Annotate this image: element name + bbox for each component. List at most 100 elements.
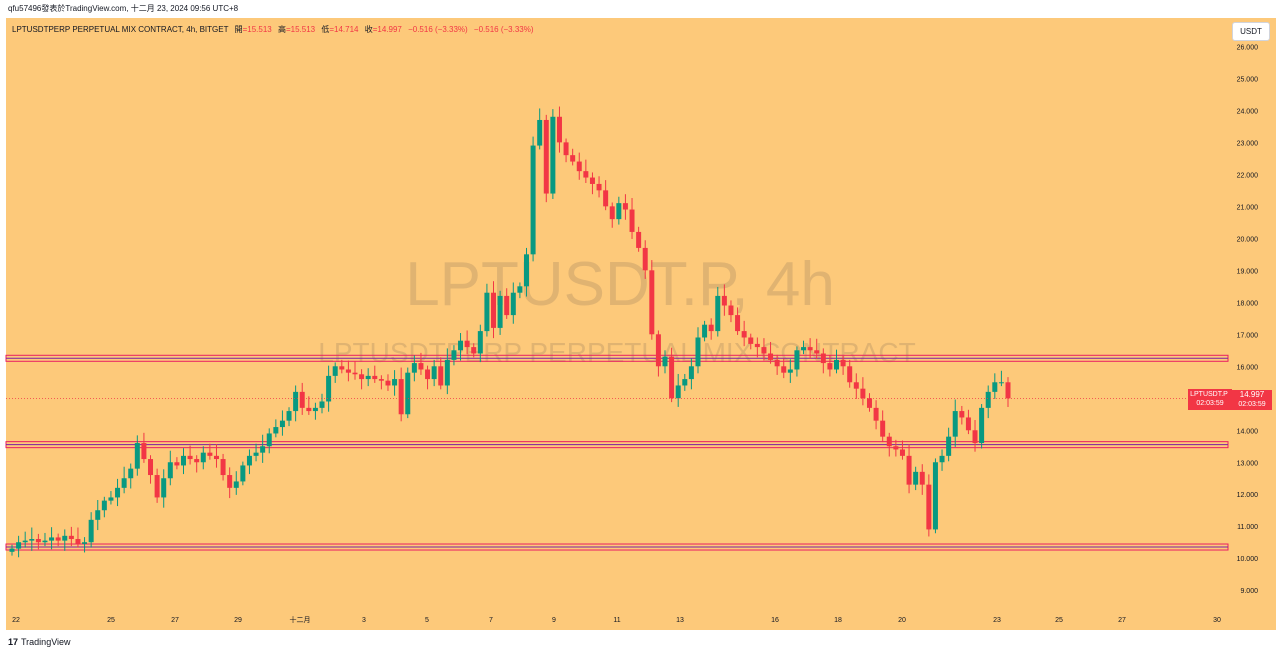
candle-body — [378, 379, 384, 381]
tradingview-logo[interactable]: 17 TradingView — [8, 637, 71, 647]
candle-body — [200, 452, 206, 463]
candle-body — [207, 452, 213, 456]
candle-body — [834, 359, 840, 370]
candle-body — [926, 484, 932, 530]
price-tick-label: 22.000 — [1237, 172, 1259, 179]
price-tick-label: 11.000 — [1237, 524, 1258, 531]
candle-body — [431, 366, 437, 380]
candle-body — [411, 363, 417, 373]
candle-body — [273, 427, 279, 434]
price-tick-label: 25.000 — [1237, 76, 1259, 83]
last-price-axis-value: 14.997 — [1232, 390, 1272, 400]
candle-body — [965, 417, 971, 431]
time-tick-label: 13 — [676, 617, 684, 624]
candle-body — [167, 462, 173, 479]
candle-body — [939, 455, 945, 463]
candle-body — [372, 375, 378, 380]
candle-body — [279, 420, 285, 428]
candle-body — [213, 455, 219, 460]
candle-body — [154, 475, 160, 498]
candle-body — [510, 292, 516, 316]
price-tick-label: 9.000 — [1240, 588, 1258, 595]
candle-body — [148, 459, 154, 476]
candle-body — [339, 366, 345, 370]
chart-pane[interactable] — [6, 18, 1228, 610]
price-tick-label: 16.000 — [1237, 364, 1259, 371]
candle-body — [352, 372, 358, 375]
price-tick-label: 17.000 — [1237, 332, 1259, 339]
time-axis[interactable] — [6, 610, 1276, 630]
time-tick-label: 22 — [12, 617, 20, 624]
candle-body — [319, 401, 325, 408]
candle-body — [477, 331, 483, 354]
candle-body — [523, 254, 529, 287]
candle-body — [16, 542, 22, 549]
candle-body — [55, 537, 61, 541]
time-tick-label: 5 — [425, 617, 429, 624]
candle-body — [959, 411, 965, 418]
candle-body — [847, 366, 853, 383]
currency-button[interactable]: USDT — [1232, 22, 1270, 41]
candle-body — [919, 471, 925, 485]
candle-body — [240, 465, 246, 482]
candle-body — [306, 407, 312, 412]
candle-body — [807, 347, 813, 351]
last-price-symbol: LPTUSDT.P — [1188, 390, 1230, 400]
candle-body — [728, 305, 734, 316]
candle-body — [293, 391, 299, 412]
candle-body — [814, 350, 820, 354]
price-tick-label: 23.000 — [1237, 140, 1259, 147]
candle-body — [721, 295, 727, 306]
candle-body — [286, 411, 292, 421]
candle-body — [972, 430, 978, 444]
candle-body — [827, 363, 833, 370]
price-tick-label: 19.000 — [1237, 268, 1259, 275]
candle-body — [985, 391, 991, 408]
chart-legend: LPTUSDTPERP PERPETUAL MIX CONTRACT, 4h, … — [12, 24, 534, 35]
time-tick-label: 30 — [1213, 617, 1221, 624]
legend-change-2: −0.516 (−3.33%) — [473, 25, 534, 34]
price-tick-label: 13.000 — [1237, 460, 1259, 467]
legend-close: =14.997 — [372, 25, 402, 34]
time-tick-label: 11 — [613, 617, 620, 624]
time-tick-label: 27 — [1118, 617, 1126, 624]
legend-change: −0.516 (−3.33%) — [408, 25, 468, 34]
price-tick-label: 18.000 — [1237, 300, 1259, 307]
candle-body — [998, 382, 1004, 384]
candle-body — [715, 295, 721, 332]
time-tick-label: 十二月 — [290, 615, 311, 624]
candle-body — [616, 203, 622, 220]
candle-body — [642, 247, 648, 271]
candle-body — [906, 455, 912, 485]
candle-body — [946, 436, 952, 456]
candle-body — [398, 379, 404, 415]
candle-body — [801, 347, 807, 351]
candle-body — [418, 363, 424, 370]
price-tick-label: 26.000 — [1237, 44, 1259, 51]
candle-body — [794, 350, 800, 370]
candle-body — [655, 334, 661, 367]
candle-body — [29, 539, 35, 541]
candle-body — [563, 142, 569, 156]
time-tick-label: 9 — [552, 617, 556, 624]
price-tick-label: 21.000 — [1237, 204, 1259, 211]
candle-body — [451, 350, 457, 360]
candle-body — [932, 462, 938, 530]
candle-body — [866, 398, 872, 408]
price-tick-label: 12.000 — [1237, 492, 1259, 499]
candle-body — [121, 478, 127, 488]
legend-close-label: 收 — [364, 25, 373, 34]
candle-body — [62, 535, 68, 541]
candle-body — [174, 462, 180, 466]
candle-body — [95, 510, 101, 520]
candle-body — [609, 206, 615, 220]
time-tick-label: 25 — [1055, 617, 1063, 624]
candle-body — [444, 359, 450, 386]
last-price-axis-countdown: 02:03:59 — [1232, 400, 1272, 410]
candle-body — [385, 380, 391, 386]
candle-body — [180, 455, 186, 466]
candle-body — [873, 407, 879, 421]
candle-body — [893, 446, 899, 450]
price-axis[interactable] — [1228, 18, 1276, 610]
candle-body — [266, 433, 272, 447]
